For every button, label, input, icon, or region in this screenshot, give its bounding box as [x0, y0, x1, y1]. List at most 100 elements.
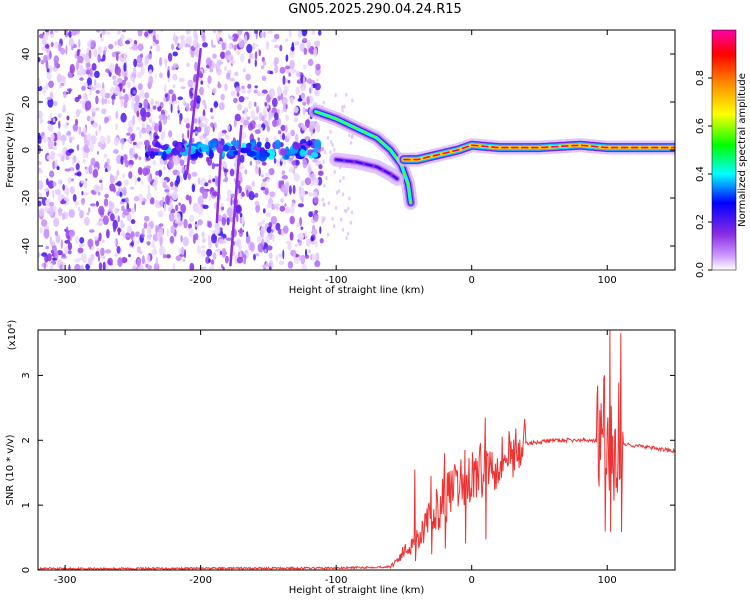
noise-speckle: [255, 105, 260, 114]
noise-speckle: [186, 35, 192, 45]
noise-speckle: [86, 133, 92, 142]
noise-speckle: [68, 264, 71, 270]
noise-speckle: [299, 42, 305, 52]
noise-speckle: [68, 230, 76, 238]
noise-speckle: [264, 187, 269, 196]
noise-speckle: [221, 247, 227, 258]
noise-speckle: [246, 43, 253, 54]
noise-speckle: [150, 221, 154, 229]
noise-speckle: [262, 219, 265, 225]
noise-speckle: [62, 139, 65, 145]
noise-speckle: [90, 142, 94, 153]
signal-peak: [315, 110, 412, 204]
noise-speckle: [215, 32, 220, 42]
y-tick-label: -20: [21, 190, 32, 206]
noise-speckle: [114, 41, 117, 46]
noise-speckle: [93, 184, 100, 193]
noise-speckle: [100, 37, 104, 42]
noise-speckle: [194, 223, 199, 228]
noise-speckle: [315, 252, 320, 262]
noise-speckle: [254, 129, 261, 134]
noise-speckle: [204, 104, 207, 110]
noise-band-blob: [306, 140, 313, 147]
noise-speckle: [134, 153, 139, 159]
noise-speckle: [221, 129, 227, 134]
noise-speckle: [189, 214, 195, 223]
noise-speckle: [351, 133, 354, 138]
noise-speckle: [170, 225, 176, 234]
noise-speckle: [55, 234, 61, 244]
noise-speckle: [275, 222, 281, 231]
noise-speckle: [90, 40, 97, 49]
noise-speckle: [254, 30, 258, 34]
noise-speckle: [284, 38, 289, 42]
noise-streak: [185, 47, 202, 176]
noise-speckle: [104, 161, 108, 167]
noise-speckle: [64, 122, 68, 129]
noise-speckle: [127, 138, 131, 143]
noise-speckle: [112, 222, 117, 233]
noise-speckle: [115, 63, 119, 70]
noise-speckle: [248, 100, 252, 110]
noise-speckle: [86, 212, 90, 216]
noise-speckle: [309, 120, 316, 130]
noise-speckle: [245, 234, 251, 244]
noise-speckle: [298, 186, 302, 194]
noise-speckle: [350, 210, 354, 215]
noise-speckle: [80, 197, 85, 206]
noise-speckle: [101, 239, 105, 243]
noise-speckle: [217, 214, 223, 222]
noise-speckle: [141, 181, 144, 186]
noise-speckle: [95, 200, 99, 207]
noise-speckle: [83, 144, 89, 153]
noise-speckle: [310, 254, 313, 261]
noise-speckle: [136, 258, 141, 268]
noise-speckle: [93, 48, 98, 58]
noise-speckle: [310, 236, 315, 242]
noise-speckle: [214, 163, 220, 167]
noise-speckle: [185, 102, 190, 112]
noise-speckle: [115, 175, 118, 181]
noise-speckle: [215, 227, 221, 234]
noise-speckle: [221, 206, 225, 211]
x-axis-label: Height of straight line (km): [289, 585, 425, 596]
noise-speckle: [38, 110, 43, 119]
noise-speckle: [175, 255, 182, 262]
noise-speckle: [317, 176, 323, 186]
noise-speckle: [123, 154, 128, 161]
noise-speckle: [62, 104, 66, 113]
noise-speckle: [205, 118, 209, 124]
noise-speckle: [177, 110, 180, 114]
noise-speckle: [278, 118, 282, 125]
noise-speckle: [179, 35, 186, 40]
noise-speckle: [63, 90, 67, 99]
noise-speckle: [273, 157, 277, 164]
noise-speckle: [227, 124, 231, 131]
noise-speckle: [349, 220, 353, 225]
x-tick-label: -200: [189, 275, 212, 286]
noise-speckle: [343, 104, 346, 109]
noise-band-blob: [160, 144, 169, 151]
noise-speckle: [213, 122, 217, 128]
noise-speckle: [52, 181, 57, 187]
noise-speckle: [52, 118, 56, 123]
noise-speckle: [264, 101, 268, 107]
noise-speckle: [53, 101, 58, 107]
noise-speckle: [60, 200, 67, 205]
noise-speckle: [281, 170, 286, 176]
noise-speckle: [148, 176, 152, 183]
noise-speckle: [274, 64, 279, 74]
noise-speckle: [120, 112, 127, 123]
noise-speckle: [337, 188, 341, 193]
noise-speckle: [301, 263, 307, 270]
noise-speckle: [313, 47, 318, 58]
noise-speckle: [182, 236, 189, 247]
noise-speckle: [309, 241, 316, 245]
noise-speckle: [302, 158, 308, 169]
noise-speckle: [207, 179, 212, 184]
noise-speckle: [300, 226, 304, 230]
y-axis-label: Frequency (Hz): [5, 112, 16, 188]
noise-speckle: [124, 160, 130, 168]
noise-speckle: [106, 229, 110, 239]
noise-speckle: [145, 157, 151, 161]
